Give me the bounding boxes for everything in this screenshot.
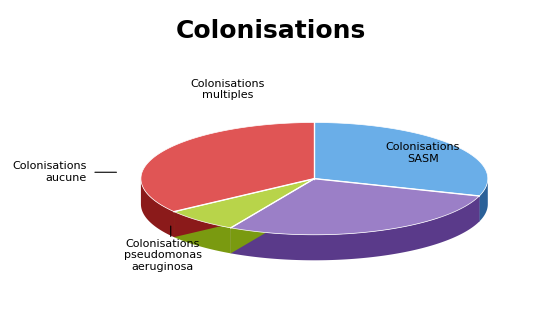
Polygon shape: [141, 179, 174, 237]
Text: Colonisations: Colonisations: [176, 19, 366, 43]
Polygon shape: [174, 179, 314, 237]
Text: Colonisations
pseudomonas
aeruginosa: Colonisations pseudomonas aeruginosa: [124, 239, 202, 272]
Text: Colonisations
SASM: Colonisations SASM: [385, 142, 460, 164]
Polygon shape: [231, 196, 479, 260]
Polygon shape: [314, 179, 479, 221]
Polygon shape: [314, 122, 488, 196]
Polygon shape: [141, 122, 314, 211]
Polygon shape: [479, 179, 488, 221]
Polygon shape: [174, 179, 314, 228]
Polygon shape: [231, 179, 314, 253]
Polygon shape: [314, 179, 479, 221]
Polygon shape: [174, 179, 314, 237]
Text: Colonisations
multiples: Colonisations multiples: [190, 78, 265, 100]
Text: Colonisations
aucune: Colonisations aucune: [12, 161, 87, 183]
Polygon shape: [174, 211, 231, 253]
Polygon shape: [231, 179, 314, 253]
Polygon shape: [231, 179, 479, 235]
